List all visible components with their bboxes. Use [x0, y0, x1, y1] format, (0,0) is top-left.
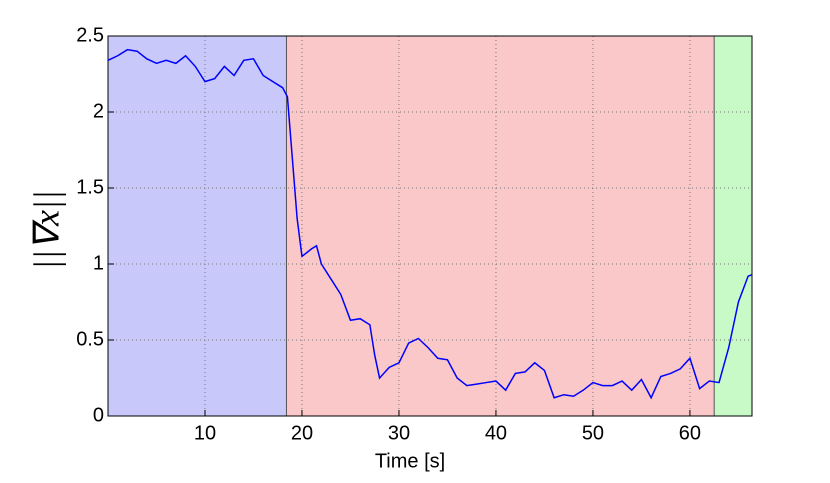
region: [108, 36, 287, 416]
plot-frame: [107, 35, 753, 417]
y-tick-label: 2.5: [76, 24, 104, 46]
y-tick-label: 0.5: [76, 328, 104, 350]
y-tick-label: 1: [93, 252, 104, 274]
x-tick-label: 50: [582, 422, 604, 444]
data-line: [107, 48, 753, 400]
y-axis-label: ||∇x||: [26, 190, 66, 270]
y-tick-label: 1.5: [76, 176, 104, 198]
x-axis-label: Time [s]: [375, 450, 445, 472]
y-tick-label: 0: [93, 404, 104, 426]
x-tick-label: 60: [679, 422, 701, 444]
region: [286, 36, 715, 416]
x-tick-label: 10: [194, 422, 216, 444]
region: [714, 36, 752, 416]
x-tick-label: 40: [485, 422, 507, 444]
x-tick-label: 20: [291, 422, 313, 444]
x-tick-label: 30: [388, 422, 410, 444]
y-tick-label: 2: [93, 100, 104, 122]
